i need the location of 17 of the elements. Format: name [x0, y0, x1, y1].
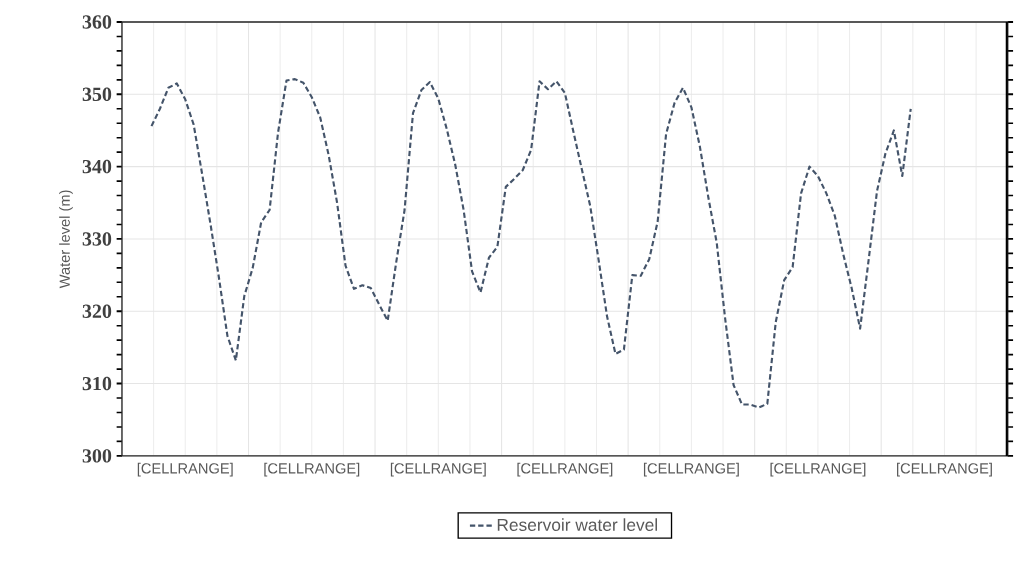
x-tick-label: [CELLRANGE]	[264, 462, 360, 477]
x-tick-label: [CELLRANGE]	[643, 462, 739, 477]
y-axis-title: Water level (m)	[59, 190, 73, 289]
x-tick-label: [CELLRANGE]	[517, 462, 613, 477]
legend-label: Reservoir water level	[497, 518, 657, 532]
y-tick-label: 350	[82, 87, 112, 102]
y-tick-label: 310	[82, 376, 112, 391]
x-tick-label: [CELLRANGE]	[390, 462, 486, 477]
y-tick-label: 300	[82, 449, 112, 463]
x-tick-label: [CELLRANGE]	[897, 462, 992, 477]
y-tick-label: 360	[82, 15, 112, 29]
x-tick-label: [CELLRANGE]	[137, 462, 233, 477]
x-tick-label: [CELLRANGE]	[770, 462, 866, 477]
y-tick-label: 320	[82, 304, 112, 319]
y-tick-label: 330	[82, 232, 112, 246]
line-series	[150, 78, 912, 409]
y-tick-label: 340	[82, 159, 112, 174]
